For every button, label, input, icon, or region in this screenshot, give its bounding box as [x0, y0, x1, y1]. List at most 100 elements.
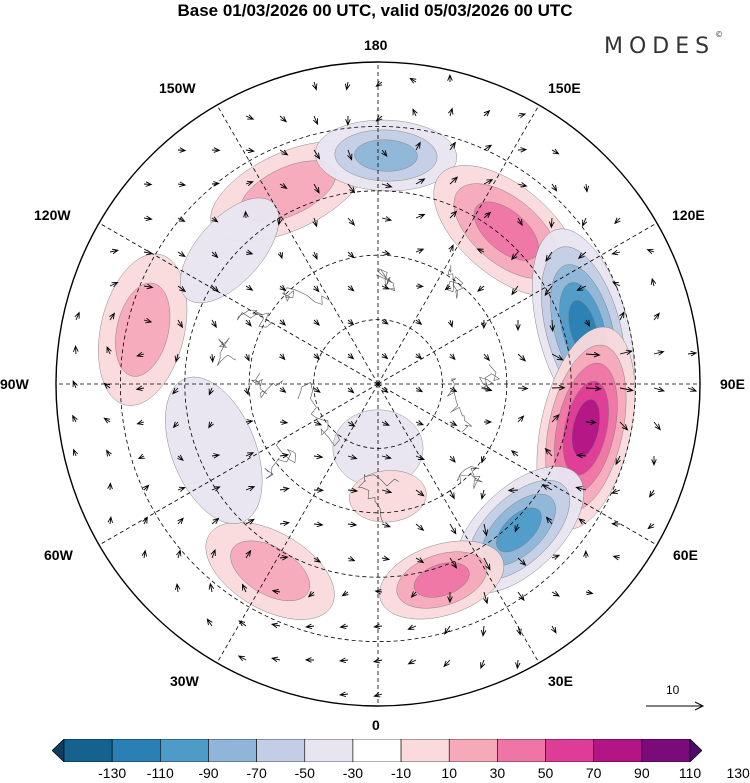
wind-arrow: [347, 487, 359, 494]
coastline-segment: [281, 287, 330, 305]
wind-arrow: [177, 454, 184, 462]
lon-label-180: 180: [364, 37, 388, 53]
wind-arrow: [143, 249, 154, 256]
wind-arrow: [338, 691, 349, 698]
wind-arrow: [241, 583, 248, 593]
meridian-line: [216, 383, 379, 664]
wind-arrow: [449, 489, 455, 500]
lon-label-120e: 120E: [672, 207, 705, 223]
wind-arrow: [550, 625, 557, 634]
wind-arrow: [480, 489, 486, 500]
wind-arrow: [245, 114, 255, 120]
anomaly-layer: [98, 119, 636, 620]
wind-arrow: [448, 107, 454, 117]
wind-arrow: [545, 251, 553, 262]
wind-arrow: [238, 620, 247, 627]
wind-arrow: [211, 216, 219, 223]
wind-arrow: [578, 518, 587, 525]
wind-arrow: [177, 181, 187, 188]
wind-arrow: [480, 659, 486, 670]
colorbar-swatch: [111, 739, 161, 762]
wind-arrow: [103, 382, 111, 389]
wind-arrow: [545, 516, 553, 525]
meridian-line: [377, 383, 658, 546]
wind-arrow: [409, 77, 417, 84]
wind-arrow: [415, 213, 426, 220]
lon-label-90w: 90W: [0, 376, 29, 392]
colorbar-tick-label: 130: [726, 765, 750, 781]
colorbar-min-triangle: [52, 739, 65, 762]
wind-arrow: [483, 557, 491, 571]
wind-arrow: [210, 548, 216, 559]
wind-arrow: [583, 549, 589, 559]
colorbar-swatch: [497, 739, 546, 762]
colorbar-tick-label: -130: [98, 765, 127, 781]
lon-label-150e: 150E: [548, 80, 581, 96]
wind-arrow: [375, 115, 383, 122]
wind-arrow: [347, 556, 356, 562]
wind-arrow: [305, 623, 315, 630]
coastline-segment: [251, 372, 283, 399]
brand-logo: MODES©: [604, 30, 723, 59]
wind-arrow: [648, 489, 655, 498]
wind-arrow: [270, 656, 281, 663]
wind-arrow: [347, 149, 353, 161]
wind-arrow: [407, 624, 417, 630]
wind-arrow: [551, 183, 558, 192]
wind-arrow: [279, 353, 286, 361]
wind-arrow: [551, 554, 561, 560]
wind-arrow: [313, 453, 324, 460]
wind-arrow: [381, 216, 393, 222]
wind-arrow: [211, 319, 217, 329]
wind-arrow: [347, 183, 356, 194]
wind-arrow: [208, 582, 215, 593]
wind-arrow: [72, 414, 78, 423]
wind-arrow: [312, 251, 318, 260]
wind-arrow: [177, 251, 186, 258]
wind-arrow: [483, 211, 492, 219]
wind-arrow: [517, 415, 525, 423]
wind-arrow: [653, 350, 665, 356]
wind-arrow: [611, 249, 621, 256]
colorbar-tick-label: -50: [294, 765, 315, 781]
colorbar-swatch: [63, 739, 113, 762]
wind-arrow: [551, 413, 560, 423]
wind-arrow: [105, 449, 112, 457]
wind-arrow: [279, 419, 289, 425]
colorbar-tick-label: 10: [441, 765, 458, 781]
wind-arrow: [687, 350, 698, 357]
colorbar-swatch: [160, 739, 209, 762]
wind-arrow: [443, 659, 451, 668]
wind-arrow: [245, 249, 254, 255]
wind-arrow: [347, 217, 356, 226]
colorbar-swatch: [256, 739, 306, 762]
wind-arrow: [551, 384, 566, 391]
wind-arrow: [381, 149, 388, 157]
wind-arrow: [444, 284, 452, 291]
wind-arrow: [483, 179, 494, 185]
wind-arrow: [610, 488, 621, 494]
wind-arrow: [544, 285, 553, 297]
wind-arrow: [245, 486, 256, 492]
wind-arrow: [619, 311, 625, 321]
wind-arrow: [483, 144, 493, 151]
wind-arrow: [72, 380, 78, 389]
wind-arrow: [245, 319, 252, 327]
wind-arrow: [449, 210, 458, 219]
wind-arrow: [177, 517, 184, 525]
wind-arrow: [444, 625, 451, 635]
colorbar-tick-label: -30: [342, 765, 364, 781]
wind-arrow: [651, 456, 657, 466]
coastline-segment: [447, 378, 473, 433]
lon-label-150w: 150W: [159, 80, 196, 96]
wind-arrow: [611, 521, 621, 527]
wind-arrow: [585, 419, 597, 426]
wind-arrow: [412, 108, 418, 117]
wind-arrow: [245, 180, 254, 187]
wind-arrow: [172, 421, 180, 429]
wind-arrow: [517, 385, 529, 392]
wind-arrow: [307, 591, 315, 598]
wind-arrow: [407, 658, 417, 665]
wind-arrow: [74, 311, 80, 321]
